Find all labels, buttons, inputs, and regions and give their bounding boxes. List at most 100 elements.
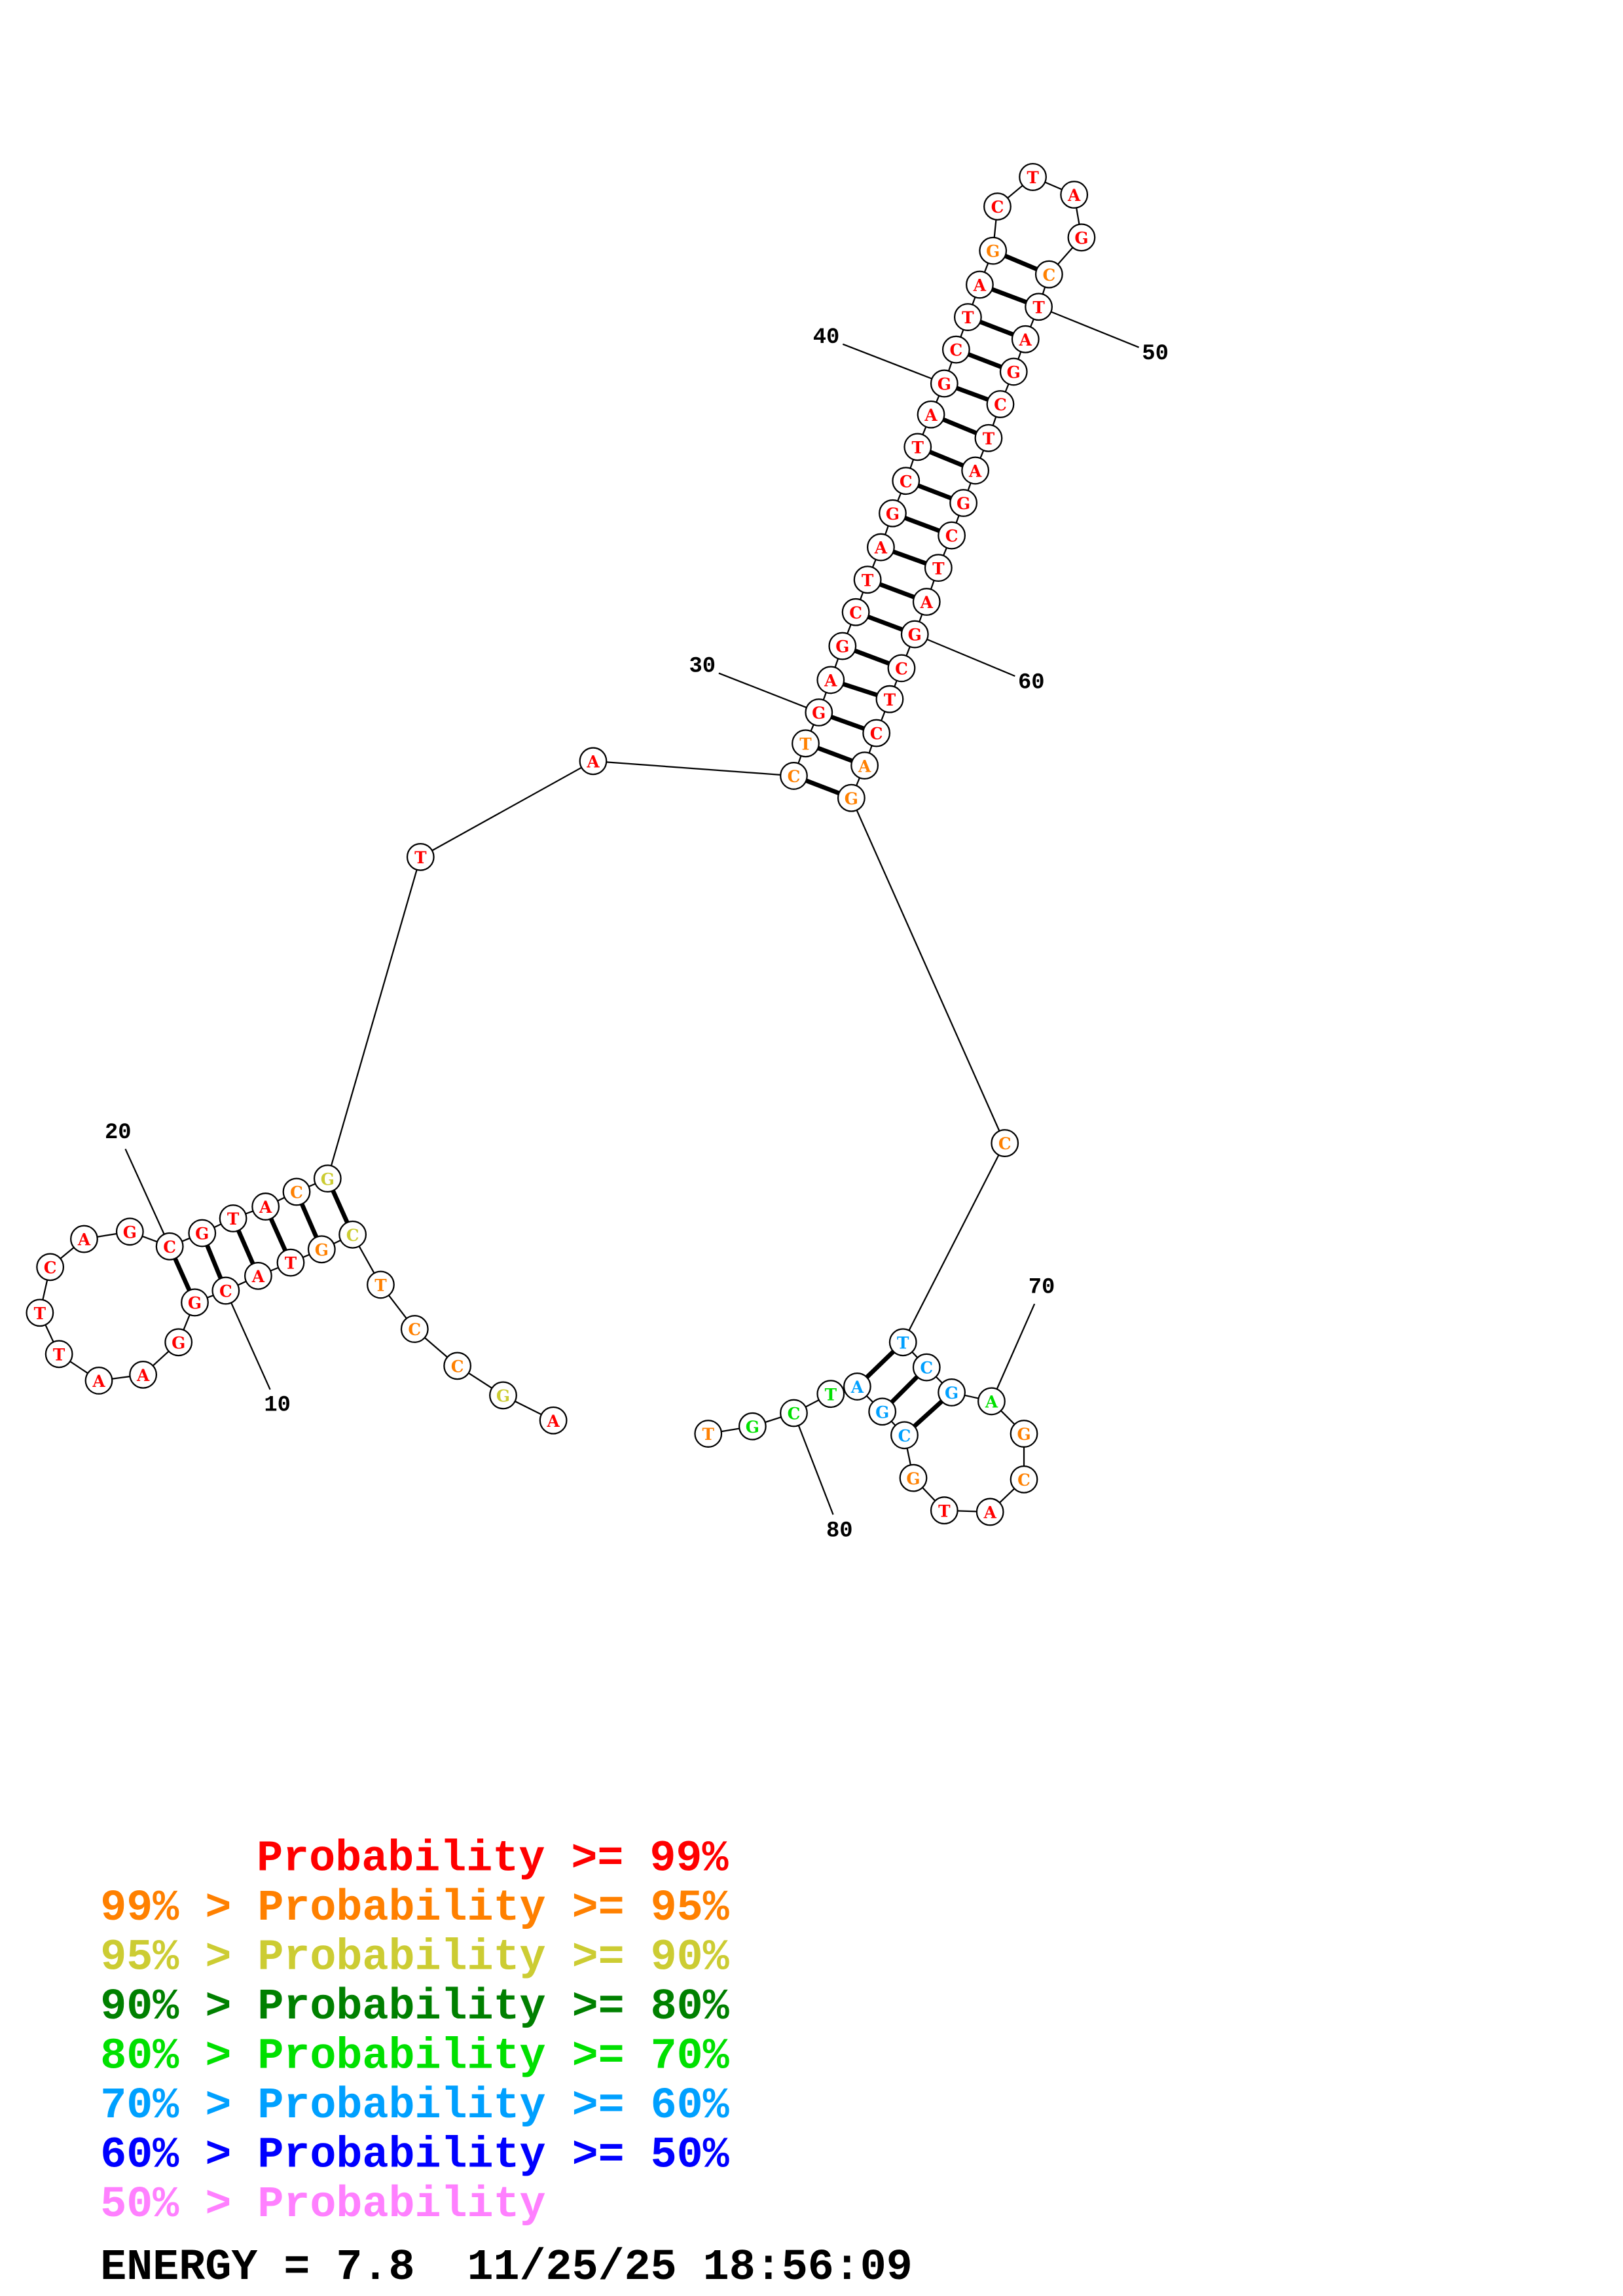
position-label: 10 <box>264 1393 291 1418</box>
nucleotide-circle <box>837 783 866 812</box>
nucleotide-letter: C <box>849 603 862 622</box>
nucleotide-letter: C <box>788 1405 801 1424</box>
position-label: 30 <box>689 655 716 679</box>
nucleotide-letter: C <box>163 1238 176 1257</box>
nucleotide-circle <box>850 751 879 780</box>
nucleotide-circle <box>938 1378 966 1407</box>
nucleotide-circle <box>986 390 1015 418</box>
nucleotide-circle <box>899 1463 928 1492</box>
nucleotide-letter: G <box>875 1403 889 1422</box>
nucleotide-circle <box>36 1253 65 1282</box>
nucleotide-circle <box>888 1328 917 1357</box>
nucleotide-letter: C <box>998 1134 1012 1153</box>
nucleotide-letter: C <box>788 767 801 786</box>
nucleotide-letter: G <box>321 1170 335 1189</box>
label-leader <box>797 1425 834 1515</box>
nucleotide-letter: T <box>702 1425 715 1444</box>
legend-line: 60% > Probability >= 50% <box>100 2131 729 2181</box>
nucleotide-letter: A <box>136 1366 150 1385</box>
nucleotide-letter: C <box>408 1320 421 1339</box>
nucleotide-circle <box>974 423 1003 452</box>
nucleotide-letter: T <box>962 308 974 327</box>
nucleotide-letter: G <box>812 704 826 723</box>
nucleotide-circle <box>966 270 994 299</box>
nucleotide-circle <box>875 685 904 713</box>
nucleotide-circle <box>181 1288 209 1317</box>
nucleotide-circle <box>1060 181 1089 209</box>
nucleotide-letter: T <box>285 1254 297 1273</box>
nucleotide-letter: T <box>884 691 896 709</box>
nucleotide-circle <box>917 400 945 429</box>
nucleotide-letter: C <box>44 1258 57 1277</box>
nucleotide-letter: C <box>1017 1471 1030 1490</box>
nucleotide-circle <box>338 1220 367 1249</box>
nucleotide-letter: A <box>973 276 987 295</box>
position-label: 50 <box>1142 342 1169 367</box>
nucleotide-letter: A <box>586 752 600 771</box>
nucleotide-circle <box>868 1397 897 1426</box>
nucleotide-letter: T <box>414 848 427 867</box>
nucleotide-letter: C <box>1042 266 1055 285</box>
nucleotide-letter: A <box>850 1378 864 1397</box>
legend-line: 95% > Probability >= 90% <box>100 1933 729 1983</box>
nucleotide-letter: C <box>900 472 913 491</box>
position-label: 70 <box>1029 1275 1055 1300</box>
nucleotide-circle <box>115 1217 144 1246</box>
label-leader <box>124 1148 165 1235</box>
legend-line: 70% > Probability >= 60% <box>100 2081 729 2131</box>
nucleotide-circle <box>307 1235 336 1264</box>
nucleotide-circle <box>890 1421 919 1450</box>
nucleotide-circle <box>738 1412 767 1441</box>
nucleotide-circle <box>367 1270 395 1299</box>
nucleotide-letter: T <box>825 1385 837 1404</box>
nucleotide-circle <box>579 747 608 776</box>
nucleotide-circle <box>282 1177 311 1206</box>
nucleotide-circle <box>930 1496 958 1525</box>
nucleotide-circle <box>1011 325 1040 353</box>
nucleotide-circle <box>912 1353 941 1382</box>
legend-line: 99% > Probability >= 95% <box>100 1884 729 1933</box>
nucleotide-letter: C <box>949 341 962 360</box>
nucleotide-letter: A <box>968 462 982 481</box>
nucleotide-circle <box>694 1420 723 1448</box>
nucleotide-letter: G <box>938 375 951 394</box>
nucleotide-circle <box>792 729 820 758</box>
nucleotide-circle <box>780 761 808 790</box>
nucleotide-circle <box>1010 1465 1038 1494</box>
nucleotide-circle <box>70 1225 98 1253</box>
nucleotide-letter: G <box>746 1418 759 1437</box>
nucleotide-letter: G <box>172 1333 185 1352</box>
nucleotide-circle <box>892 467 921 495</box>
label-leader <box>1050 311 1139 348</box>
nucleotide-letter: G <box>1007 363 1021 382</box>
nucleotide-circle <box>84 1366 113 1395</box>
nucleotide-letter: G <box>195 1225 209 1244</box>
nucleotide-circle <box>853 565 882 594</box>
nucleotide-circle <box>900 620 929 649</box>
nucleotide-circle <box>887 654 916 683</box>
nucleotide-circle <box>244 1261 272 1290</box>
nucleotide-letter: C <box>895 660 908 679</box>
nucleotide-letter: G <box>1074 228 1088 247</box>
legend-line: 80% > Probability >= 70% <box>100 2032 729 2082</box>
nucleotide-letter: T <box>799 734 812 753</box>
nucleotide-letter: G <box>123 1223 137 1242</box>
nucleotide-circle <box>843 1372 871 1401</box>
nucleotide-circle <box>805 698 833 726</box>
nucleotide-letter: A <box>259 1198 272 1217</box>
backbone-link <box>327 857 422 1179</box>
position-labels: 10 20 30 40 50 60 70 80 <box>105 311 1169 1543</box>
nucleotide-letter: T <box>53 1345 65 1364</box>
nucleotide-circle <box>155 1232 184 1261</box>
nucleotide-circle <box>977 1387 1006 1416</box>
nucleotide-letter: G <box>957 494 970 513</box>
nucleotide-circle <box>903 433 932 461</box>
nucleotide-circle <box>991 1129 1019 1157</box>
nucleotide-circle <box>26 1299 54 1327</box>
nucleotide-letter: G <box>906 1469 920 1488</box>
nucleotide-letter: T <box>932 559 945 578</box>
nucleotide-circle <box>1067 223 1096 252</box>
label-leader <box>718 672 807 709</box>
position-label: 60 <box>1018 670 1045 695</box>
nucleotide-letter: T <box>1027 168 1039 187</box>
